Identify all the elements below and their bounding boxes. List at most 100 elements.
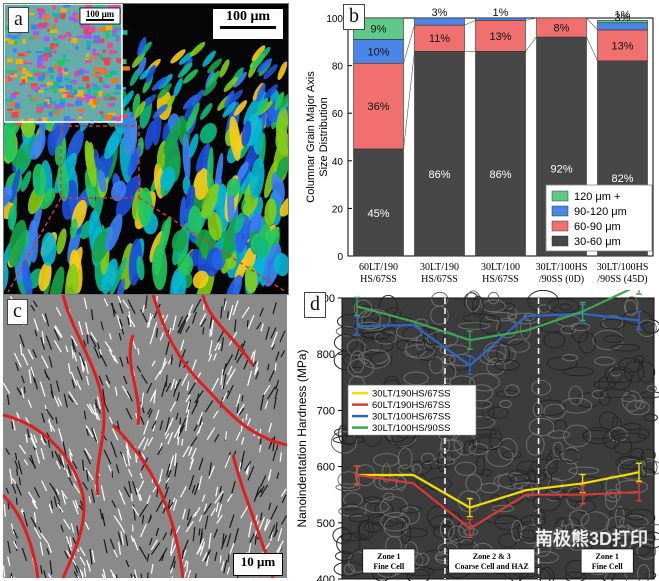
bar-segment (414, 17, 465, 26)
zone-title: Zone 1 (596, 552, 619, 561)
y-tick-label: 60 (332, 109, 344, 120)
connector-line (586, 17, 598, 31)
y-tick-label: 600 (317, 462, 335, 474)
legend-label: 30-60 μm (574, 236, 621, 248)
panel-a-scalebar-text: 100 μm (225, 9, 271, 24)
bar-segment (475, 51, 526, 257)
panel-c-label: c (7, 299, 28, 325)
plot-frame (341, 297, 655, 580)
bar-segment (475, 17, 526, 21)
bar-data-label: 10% (367, 46, 389, 58)
series-line (356, 473, 640, 530)
panel-d-label: d (304, 292, 326, 318)
legend: 120 μm + 90-120 μm 60-90 μm 30-60 μm (545, 184, 653, 252)
y-tick-label: 700 (317, 405, 335, 417)
legend-label: 90-120 μm (574, 206, 627, 218)
ebsd-grain-map: 100 μm (4, 4, 288, 294)
bar-segment (414, 24, 465, 52)
panel-c-scalebar: 10 μm (233, 553, 283, 576)
connector-line (586, 36, 598, 61)
panel-a-ebsd-map: 100 μm a 100 μm (3, 3, 289, 295)
zone-title: Zone 1 (377, 552, 400, 561)
y-tick-label: 20 (332, 204, 344, 215)
legend-label: 60LT/190HS/67SS (372, 400, 451, 411)
bar-segment (353, 62, 404, 150)
bar-data-label: 92% (550, 163, 572, 175)
panel-b-label: b (343, 4, 365, 30)
bar-segment (597, 20, 648, 24)
bar-data-label: 82% (611, 173, 633, 185)
nanoindentation-hardness-chart: 400500600700800900Nanoindentation Hardne… (295, 290, 659, 581)
bar-data-label: 11% (429, 33, 450, 45)
bar-data-label: 9% (371, 24, 387, 36)
panel-a-inset-scalebar: 100 μm (79, 7, 121, 25)
zone-subtitle: Fine Cell (592, 562, 624, 571)
panel-a-label: a (8, 7, 29, 33)
bar-data-label: 13% (489, 31, 511, 43)
legend-label: 60-90 μm (574, 221, 621, 233)
bar-segment (475, 20, 526, 52)
bar-data-label: 86% (428, 169, 450, 181)
bar-segment (597, 22, 648, 31)
y-tick-label: 40 (332, 157, 344, 168)
legend-label: 30LT/190HS/67SS (372, 389, 451, 400)
legend-label: 30LT/100HS/67SS (372, 412, 451, 423)
panel-d-hardness-chart: 400500600700800900Nanoindentation Hardne… (290, 290, 659, 581)
grain-texture (4, 37, 288, 294)
series-line (356, 312, 640, 367)
y-axis-label: Nanoindentation Hardness (MPa) (295, 349, 309, 527)
legend-swatch (551, 220, 569, 232)
bar-segment (414, 51, 465, 257)
bar-data-label: 3% (615, 12, 631, 24)
bar-segment (536, 17, 587, 38)
bar-data-label: 3% (432, 7, 448, 19)
legend-swatch (551, 205, 569, 217)
zone-subtitle: Fine Cell (373, 562, 405, 571)
sem-micrograph (3, 295, 287, 578)
y-tick-label: 500 (317, 518, 335, 530)
bar-data-label: 8% (554, 23, 570, 35)
x-category-label: 30LT/190 HS/67SS (420, 262, 459, 285)
legend-swatch (551, 190, 569, 202)
bar-data-label: 13% (611, 40, 633, 52)
zone-title: Zone 2 & 3 (473, 552, 511, 561)
y-tick-label: 80 (332, 62, 344, 73)
panel-a-inset-scale-text: 100 μm (86, 9, 115, 19)
panel-c-scalebar-text: 10 μm (240, 554, 276, 569)
y-tick-label: 400 (317, 574, 335, 581)
legend: 30LT/190HS/67SS60LT/190HS/67SS30LT/100HS… (347, 384, 477, 436)
legend-label: 120 μm + (574, 191, 620, 203)
connector-line (525, 36, 537, 52)
bar-data-label: 1% (615, 9, 631, 21)
zoom-region-indicator (7, 125, 287, 293)
connector-line (403, 51, 415, 149)
x-category-label: 30LT/100HS/90SS (0D) (536, 262, 588, 285)
panel-a-scalebar: 100 μm (212, 8, 284, 40)
panel-b-grain-size-chart: 0 20 40 60 80 100 Columnar Grain Major AxisSiz… (290, 0, 659, 290)
connector-line (464, 20, 476, 26)
bar-data-label: 86% (489, 169, 511, 181)
series-line (356, 290, 632, 342)
grain-size-distribution-chart: 0 20 40 60 80 100 Columnar Grain Major AxisSiz… (305, 7, 654, 285)
bar-data-label: 36% (367, 101, 389, 113)
bar-data-label: 45% (367, 208, 389, 220)
connector-line (525, 17, 537, 21)
legend-swatch (551, 235, 569, 247)
x-category-label: 60LT/190 HS/67SS (359, 262, 398, 285)
connector-line (403, 25, 415, 64)
y-tick-label: 0 (337, 252, 343, 263)
y-tick-label: 800 (317, 349, 335, 361)
bar-segment (597, 29, 648, 62)
x-category-label: 30LT/100 HS/67SS (481, 262, 520, 285)
y-axis-label: Columnar Grain Major AxisSize Distributi… (305, 71, 330, 203)
watermark-text: 南极熊3D打印 (535, 528, 648, 549)
y-tick-label: 100 (326, 14, 343, 25)
legend-label: 30LT/100HS/90SS (372, 423, 451, 434)
zone-subtitle: Coarse Cell and HAZ (455, 562, 529, 571)
panel-c-micrograph: c 10 μm (3, 295, 287, 578)
bar-segment (353, 148, 404, 257)
x-category-label: 30LT/100HS/90SS (45D) (597, 262, 649, 285)
